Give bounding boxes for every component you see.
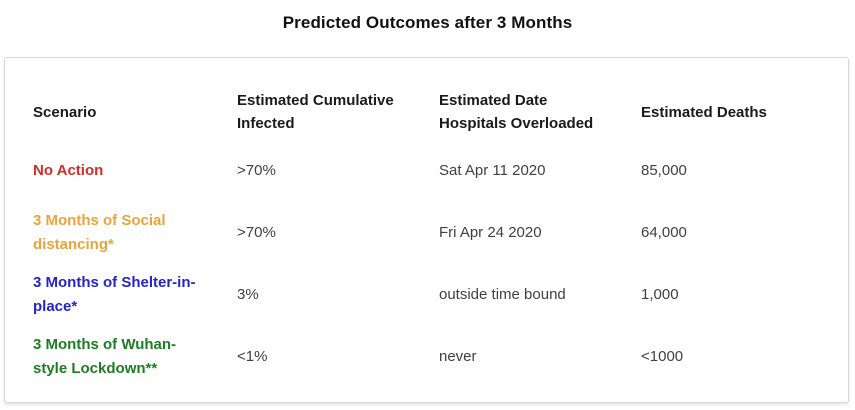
table-header-row: Scenario Estimated Cumulative Infected E… [33,84,828,140]
deaths-value: <1000 [641,348,684,365]
scenario-label: 3 Months of Wuhan- style Lockdown** [33,336,177,377]
hospitals-overloaded-value: Fri Apr 24 2020 [439,224,542,241]
hospitals-overloaded-value: never [439,348,477,365]
column-header-estimated-deaths: Estimated Deaths [641,103,767,121]
column-header-scenario: Scenario [33,103,97,121]
deaths-value: 1,000 [641,286,679,303]
hospitals-overloaded-value: outside time bound [439,286,566,303]
column-header-cumulative-infected: Estimated Cumulative Infected [237,92,394,132]
scenario-label: 3 Months of Shelter-in- place* [33,274,196,315]
page-title: Predicted Outcomes after 3 Months [282,13,573,32]
infected-value: 3% [237,286,259,303]
infected-value: >70% [237,162,276,179]
scenario-label: No Action [33,162,104,179]
table-row-wuhan-lockdown: 3 Months of Wuhan- style Lockdown** <1% … [33,326,828,388]
table-row-no-action: No Action >70% Sat Apr 11 2020 85,000 [33,140,828,202]
outcomes-card: Scenario Estimated Cumulative Infected E… [4,57,849,403]
infected-value: >70% [237,224,276,241]
infected-value: <1% [237,348,268,365]
table-row-social-distancing: 3 Months of Social distancing* >70% Fri … [33,202,828,264]
column-header-hospitals-overloaded: Estimated Date Hospitals Overloaded [439,92,594,132]
deaths-value: 64,000 [641,224,687,241]
deaths-value: 85,000 [641,162,687,179]
outcomes-table: Scenario Estimated Cumulative Infected E… [33,84,828,388]
hospitals-overloaded-value: Sat Apr 11 2020 [439,162,546,179]
table-row-shelter-in-place: 3 Months of Shelter-in- place* 3% outsid… [33,264,828,326]
scenario-label: 3 Months of Social distancing* [33,212,166,253]
